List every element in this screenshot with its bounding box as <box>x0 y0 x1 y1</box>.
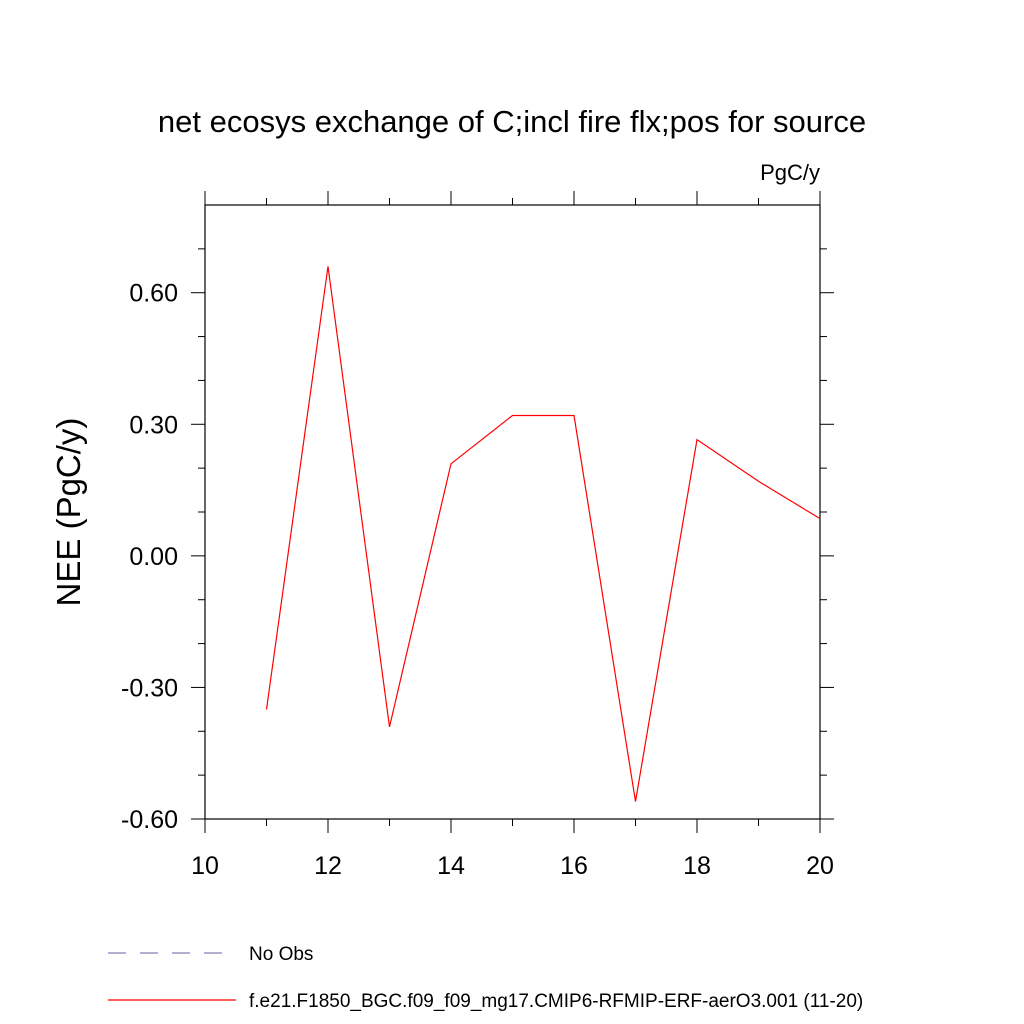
chart-title: net ecosys exchange of C;incl fire flx;p… <box>158 104 866 139</box>
x-tick-label: 10 <box>191 852 219 880</box>
x-tick-label: 18 <box>683 852 711 880</box>
x-tick-label: 12 <box>314 852 342 880</box>
y-tick-label: -0.60 <box>121 806 178 834</box>
y-tick-label: 0.30 <box>129 411 178 439</box>
legend: No Obs f.e21.F1850_BGC.f09_f09_mg17.CMIP6… <box>108 944 863 1012</box>
x-tick-label: 14 <box>437 852 465 880</box>
y-tick-label: -0.30 <box>121 674 178 702</box>
x-tick-label: 16 <box>560 852 588 880</box>
legend-label: No Obs <box>249 944 313 965</box>
plot-frame <box>204 204 821 820</box>
legend-label: f.e21.F1850_BGC.f09_f09_mg17.CMIP6-RFMIP… <box>249 991 863 1012</box>
y-tick-label: 0.00 <box>129 543 178 571</box>
plot-area: 10 12 14 16 18 20 -0.60 -0.30 0.00 0.30 0.60 <box>121 191 834 880</box>
x-tick-label: 20 <box>806 852 834 880</box>
y-tick-label: 0.60 <box>129 280 178 308</box>
units-label: PgC/y <box>760 160 820 185</box>
series-line <box>265 266 821 802</box>
y-axis-label: NEE (PgC/y) <box>50 418 87 607</box>
